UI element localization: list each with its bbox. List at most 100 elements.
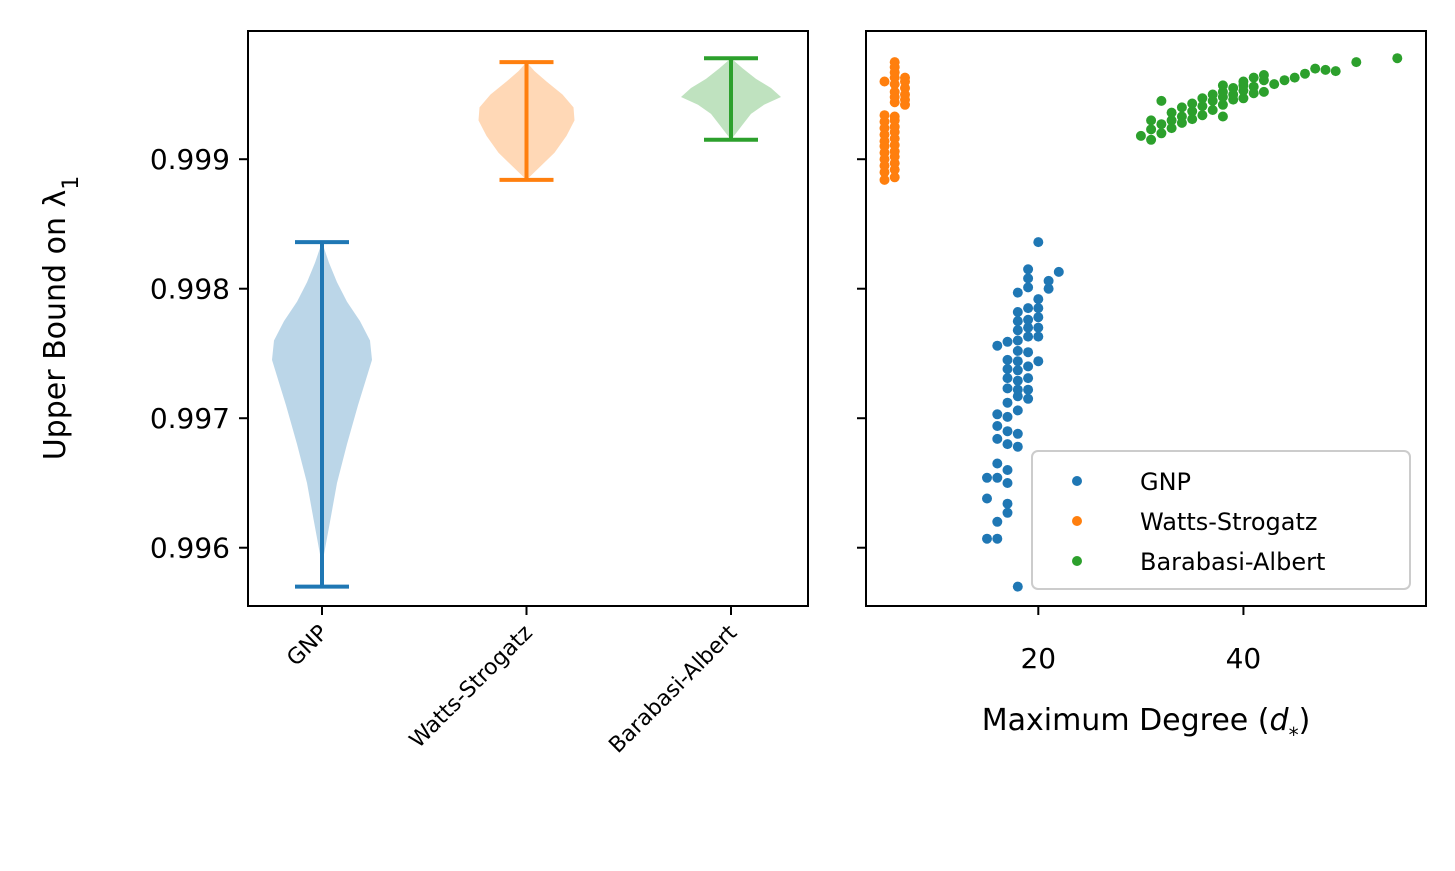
- scatter-point: [879, 174, 890, 185]
- scatter-point: [982, 493, 992, 504]
- scatter-point: [1012, 325, 1023, 336]
- scatter-point: [1012, 316, 1023, 327]
- category-label-watts-strogatz: Watts-Strogatz: [405, 621, 538, 754]
- scatter-point: [1166, 123, 1177, 134]
- left-y-tick-label: 0.999: [150, 143, 230, 176]
- scatter-point: [1023, 322, 1034, 333]
- scatter-point: [992, 533, 1003, 544]
- scatter-point: [1033, 322, 1044, 333]
- scatter-point: [1258, 86, 1269, 97]
- scatter-point: [982, 533, 992, 544]
- y-axis-title: Upper Bound on λ1: [38, 176, 84, 461]
- scatter-point: [1023, 282, 1034, 293]
- scatter-point: [1207, 89, 1218, 100]
- scatter-point: [879, 110, 890, 121]
- scatter-point: [1023, 384, 1034, 395]
- scatter-point: [1248, 72, 1259, 83]
- scatter-point: [1320, 64, 1331, 75]
- scatter-point: [1002, 373, 1013, 384]
- scatter-point: [1166, 107, 1177, 118]
- legend-label-gnp: GNP: [1140, 468, 1191, 496]
- scatter-point: [900, 72, 910, 83]
- scatter-point: [1248, 81, 1259, 92]
- scatter-points: [879, 53, 1403, 592]
- scatter-point: [1217, 111, 1228, 122]
- scatter-point: [1012, 356, 1023, 367]
- scatter-point: [1023, 361, 1034, 372]
- right-y-ticks: [857, 158, 866, 549]
- scatter-point: [1135, 130, 1146, 141]
- scatter-point: [1043, 275, 1054, 286]
- scatter-point: [1012, 307, 1023, 317]
- violin-panel: 0.996 0.997 0.998 0.999 GNP Watts-Strogatz Ba…: [38, 30, 809, 758]
- scatter-point: [1023, 347, 1034, 358]
- scatter-point: [1269, 79, 1280, 90]
- scatter-point: [1012, 405, 1023, 416]
- scatter-point: [889, 86, 900, 97]
- legend-marker-barabasi-albert: [1072, 556, 1082, 566]
- scatter-point: [1002, 426, 1013, 437]
- scatter-point: [1002, 507, 1013, 518]
- scatter-point: [1197, 101, 1208, 112]
- scatter-point: [1033, 294, 1044, 305]
- scatter-point: [1002, 397, 1013, 408]
- scatter-point: [1012, 335, 1023, 346]
- scatter-point: [1023, 314, 1034, 325]
- scatter-point: [992, 458, 1003, 469]
- right-x-tick-label: 20: [1020, 642, 1056, 675]
- left-y-tick-label: 0.998: [150, 273, 230, 306]
- scatter-point: [1228, 83, 1239, 93]
- scatter-point: [1023, 273, 1034, 284]
- scatter-point: [889, 111, 900, 122]
- legend-box: [1031, 450, 1411, 590]
- legend-label-barabasi-albert: Barabasi-Albert: [1140, 548, 1325, 576]
- scatter-point: [1156, 128, 1167, 139]
- scatter-point: [1279, 75, 1290, 86]
- scatter-series-barabasi-albert: [1135, 53, 1403, 145]
- scatter-point: [1187, 106, 1198, 117]
- scatter-point: [1146, 124, 1157, 135]
- scatter-point: [992, 433, 1003, 444]
- legend-marker-gnp: [1072, 476, 1082, 486]
- scatter-point: [1033, 356, 1044, 367]
- scatter-point: [1012, 375, 1023, 386]
- scatter-point: [1176, 111, 1187, 122]
- x-axis-title: Maximum Degree (d*): [982, 703, 1311, 747]
- left-y-tick-label: 0.997: [150, 402, 230, 435]
- scatter-point: [1176, 102, 1187, 113]
- scatter-point: [992, 516, 1003, 527]
- scatter-point: [1002, 336, 1013, 347]
- scatter-series-watts-strogatz: [879, 57, 910, 185]
- scatter-point: [1166, 115, 1177, 126]
- scatter-point: [1002, 478, 1013, 488]
- scatter-point: [1012, 581, 1023, 592]
- scatter-point: [1392, 53, 1403, 64]
- violin-whiskers: [295, 56, 758, 589]
- right-x-ticks: 20 40: [1020, 606, 1261, 675]
- scatter-point: [1012, 365, 1023, 376]
- scatter-point: [1002, 383, 1013, 394]
- scatter-point: [889, 172, 900, 183]
- scatter-panel: 20 40 Maximum Degree (d*) GNP Watts-Strog…: [857, 30, 1427, 747]
- scatter-point: [1002, 498, 1013, 509]
- legend-marker-watts-strogatz: [1072, 516, 1082, 526]
- scatter-point: [1351, 57, 1362, 68]
- scatter-point: [1002, 364, 1013, 374]
- category-label-gnp: GNP: [282, 621, 333, 672]
- scatter-point: [1033, 237, 1044, 248]
- scatter-point: [1023, 373, 1034, 384]
- scatter-point: [1012, 384, 1023, 395]
- scatter-point: [1156, 119, 1167, 130]
- scatter-point: [1002, 354, 1013, 365]
- scatter-point: [1012, 345, 1023, 356]
- scatter-point: [1012, 287, 1023, 298]
- scatter-point: [1258, 70, 1269, 80]
- scatter-point: [1217, 99, 1228, 110]
- scatter-point: [879, 76, 890, 87]
- legend: GNP Watts-Strogatz Barabasi-Albert: [1031, 450, 1411, 590]
- scatter-point: [1023, 331, 1034, 342]
- scatter-point: [1289, 72, 1300, 83]
- scatter-point: [1002, 465, 1013, 475]
- right-plot-frame: [865, 30, 1427, 607]
